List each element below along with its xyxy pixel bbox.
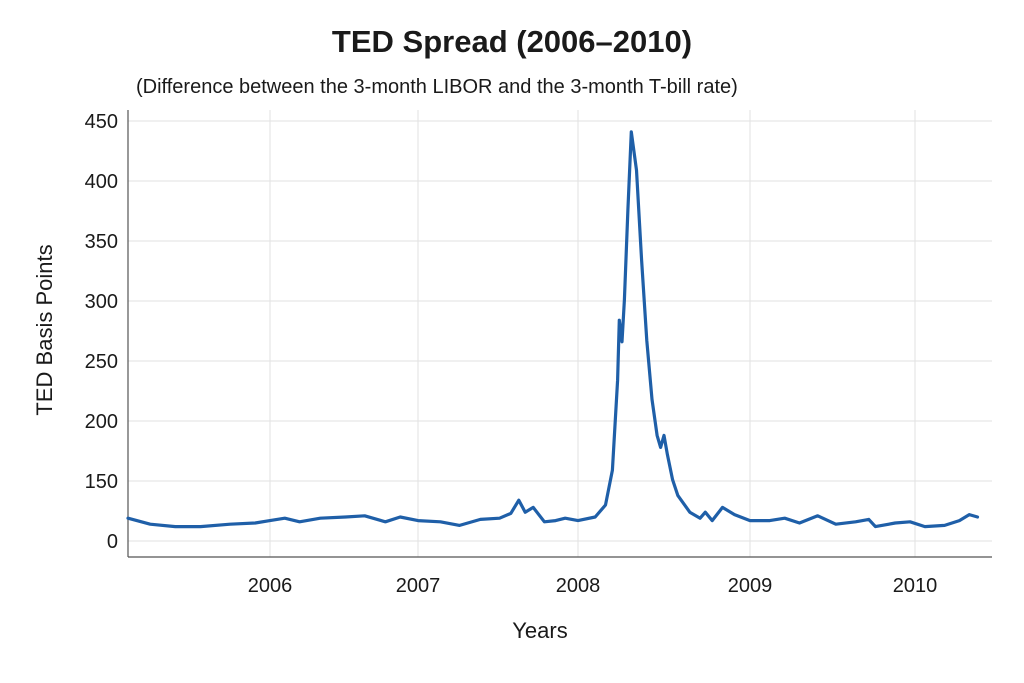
x-tick-label: 2008: [556, 575, 601, 597]
y-tick-label: 150: [85, 471, 118, 493]
y-axis-label: TED Basis Points: [32, 244, 57, 415]
chart-subtitle: (Difference between the 3-month LIBOR an…: [136, 76, 738, 98]
grid: [128, 110, 992, 557]
y-tick-label: 0: [107, 531, 118, 553]
y-tick-label: 200: [85, 411, 118, 433]
chart-title: TED Spread (2006–2010): [331, 24, 693, 59]
x-tick-label: 2007: [396, 575, 441, 597]
x-axis-label: Years: [512, 618, 567, 643]
y-tick-label: 350: [85, 231, 118, 253]
y-tick-label: 250: [85, 351, 118, 373]
x-tick-label: 2006: [248, 575, 293, 597]
ted-spread-line: [126, 130, 980, 529]
x-tick-label: 2010: [893, 575, 938, 597]
y-tick-label: 400: [85, 171, 118, 193]
y-tick-label: 300: [85, 291, 118, 313]
x-tick-label: 2009: [728, 575, 773, 597]
y-tick-label: 450: [85, 111, 118, 133]
